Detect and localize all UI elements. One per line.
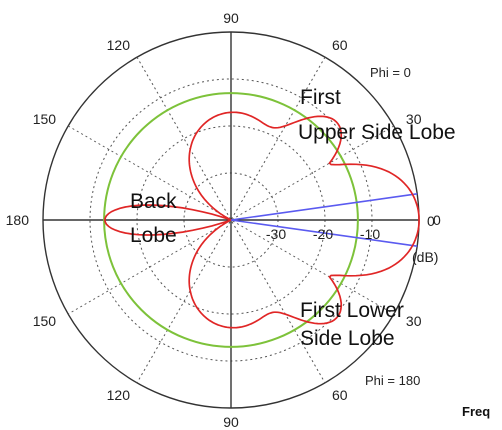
- angle-tick-label: 120: [107, 37, 131, 53]
- radial-tick-label: -30: [266, 226, 286, 242]
- radial-tick-label: 0: [427, 213, 435, 229]
- angle-tick-label: 0: [433, 212, 441, 228]
- radial-unit-label: (dB): [412, 249, 438, 265]
- plane-label-lower: Phi = 180: [365, 373, 420, 388]
- angle-tick-label: 60: [332, 37, 348, 53]
- beamwidth-line: [230, 219, 418, 247]
- footer-freq-label: Freq: [462, 404, 490, 419]
- angle-tick-label: 150: [33, 111, 57, 127]
- angle-tick-label: 30: [406, 111, 422, 127]
- annotation-lower-lobe-line2: Side Lobe: [300, 327, 395, 350]
- annotation-back-lobe-line1: Back: [130, 190, 177, 213]
- angle-tick-label: 60: [332, 387, 348, 403]
- radial-tick-label: -10: [360, 226, 380, 242]
- angle-tick-label: 90: [223, 414, 239, 430]
- plane-label-upper: Phi = 0: [370, 65, 411, 80]
- annotation-upper-lobe-line2: Upper Side Lobe: [298, 121, 456, 144]
- angle-tick-label: 90: [223, 10, 239, 26]
- annotation-back-lobe-line2: Lobe: [130, 224, 177, 247]
- beamwidth-lines: [230, 193, 418, 247]
- angle-tick-labels: 90 60 30 0 30 60 90 120 150 180 150 120: [6, 10, 441, 430]
- angle-tick-label: 180: [6, 212, 30, 228]
- beamwidth-line: [230, 193, 418, 221]
- angle-tick-label: 30: [406, 313, 422, 329]
- radiation-pattern-line: [104, 111, 420, 329]
- radial-tick-labels: -30 -20 -10 0: [266, 213, 435, 242]
- annotation-lower-lobe-line1: First Lower: [300, 299, 404, 322]
- radial-tick-label: -20: [313, 226, 333, 242]
- annotation-upper-lobe-line1: First: [300, 86, 341, 109]
- angle-tick-label: 150: [33, 313, 57, 329]
- angle-tick-label: 120: [107, 387, 131, 403]
